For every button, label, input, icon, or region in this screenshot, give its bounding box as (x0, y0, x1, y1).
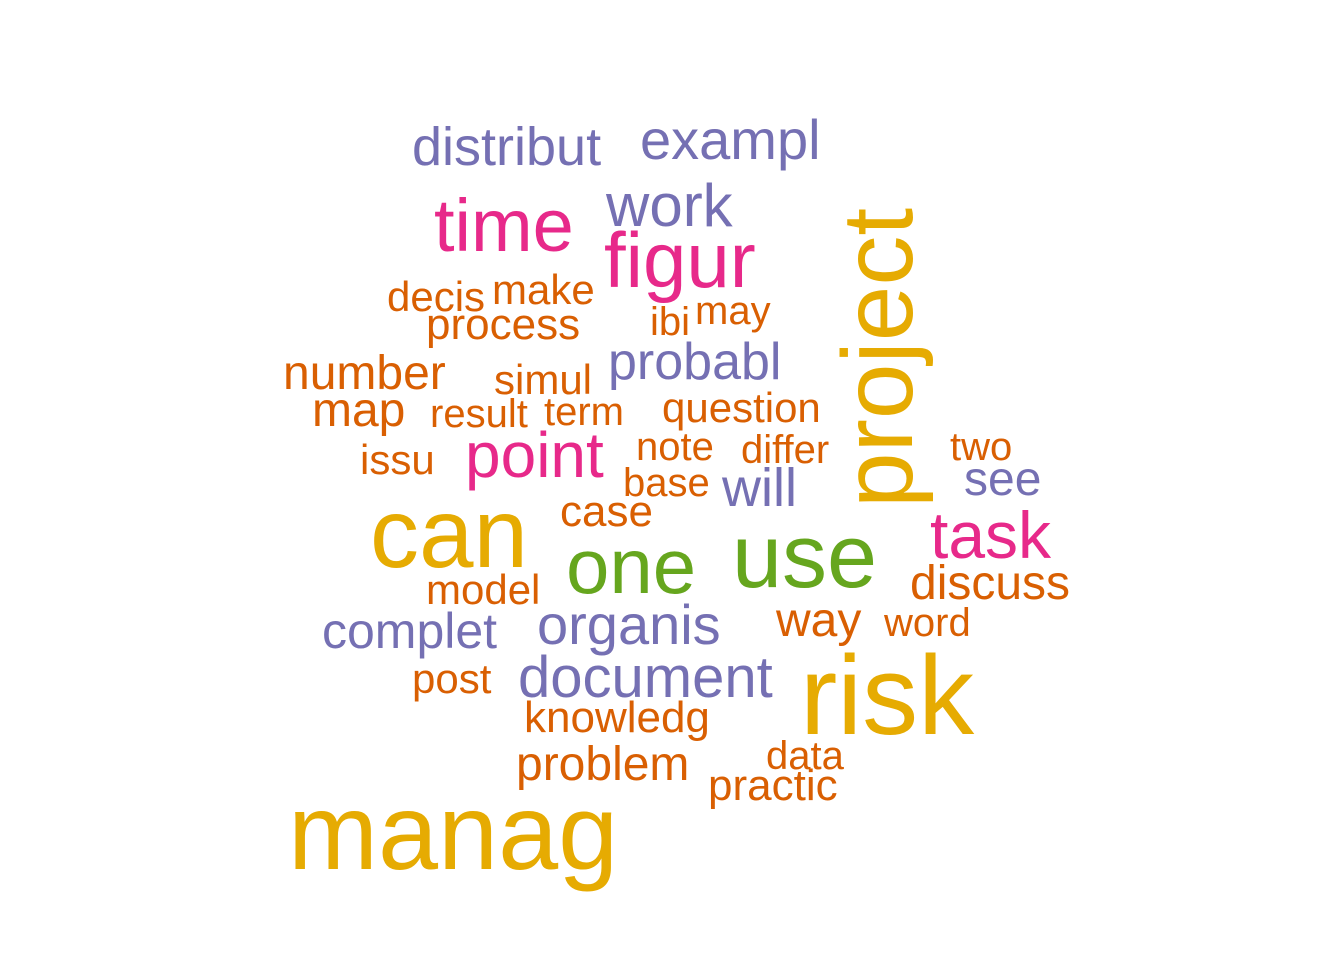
word-post: post (412, 655, 492, 702)
word-can: can (370, 478, 529, 588)
word-process: process (426, 300, 581, 349)
word-will: will (722, 458, 797, 518)
word-simul: simul (494, 356, 593, 403)
word-figur: figur (604, 216, 756, 304)
word-term: term (544, 390, 624, 434)
word-may: may (695, 289, 771, 333)
word-differ: differ (741, 428, 830, 472)
word-issu: issu (360, 436, 435, 483)
word-problem: problem (516, 738, 690, 791)
word-complet: complet (322, 603, 498, 659)
word-way: way (776, 594, 862, 647)
word-distribut: distribut (412, 117, 602, 177)
word-document: document (518, 645, 773, 710)
word-probabl: probabl (608, 333, 782, 391)
word-one: one (566, 522, 697, 610)
word-point: point (465, 419, 604, 491)
word-case: case (560, 487, 653, 536)
word-practic: practic (708, 761, 838, 810)
word-data: data (766, 734, 844, 778)
word-knowledg: knowledg (524, 693, 710, 742)
word-use: use (732, 507, 878, 607)
word-number: number (283, 347, 446, 400)
word-result: result (430, 392, 528, 436)
word-two: two (950, 425, 1013, 469)
word-model: model (426, 566, 541, 613)
word-map: map (312, 384, 406, 437)
word-project: project (822, 207, 934, 508)
word-manag: manag (288, 771, 619, 892)
word-note: note (636, 425, 714, 469)
word-exampl: exampl (640, 108, 821, 171)
word-word: word (884, 601, 971, 645)
word-base: base (623, 461, 710, 505)
word-decis: decis (387, 273, 486, 320)
word-question: question (662, 384, 821, 431)
word-task: task (930, 498, 1052, 572)
word-make: make (492, 266, 595, 313)
word-risk: risk (800, 633, 975, 758)
word-discuss: discuss (910, 557, 1071, 610)
word-work: work (606, 172, 733, 239)
word-see: see (964, 453, 1042, 506)
word-ibi: ibi (650, 300, 691, 344)
word-time: time (434, 184, 574, 267)
word-organis: organis (537, 593, 721, 656)
